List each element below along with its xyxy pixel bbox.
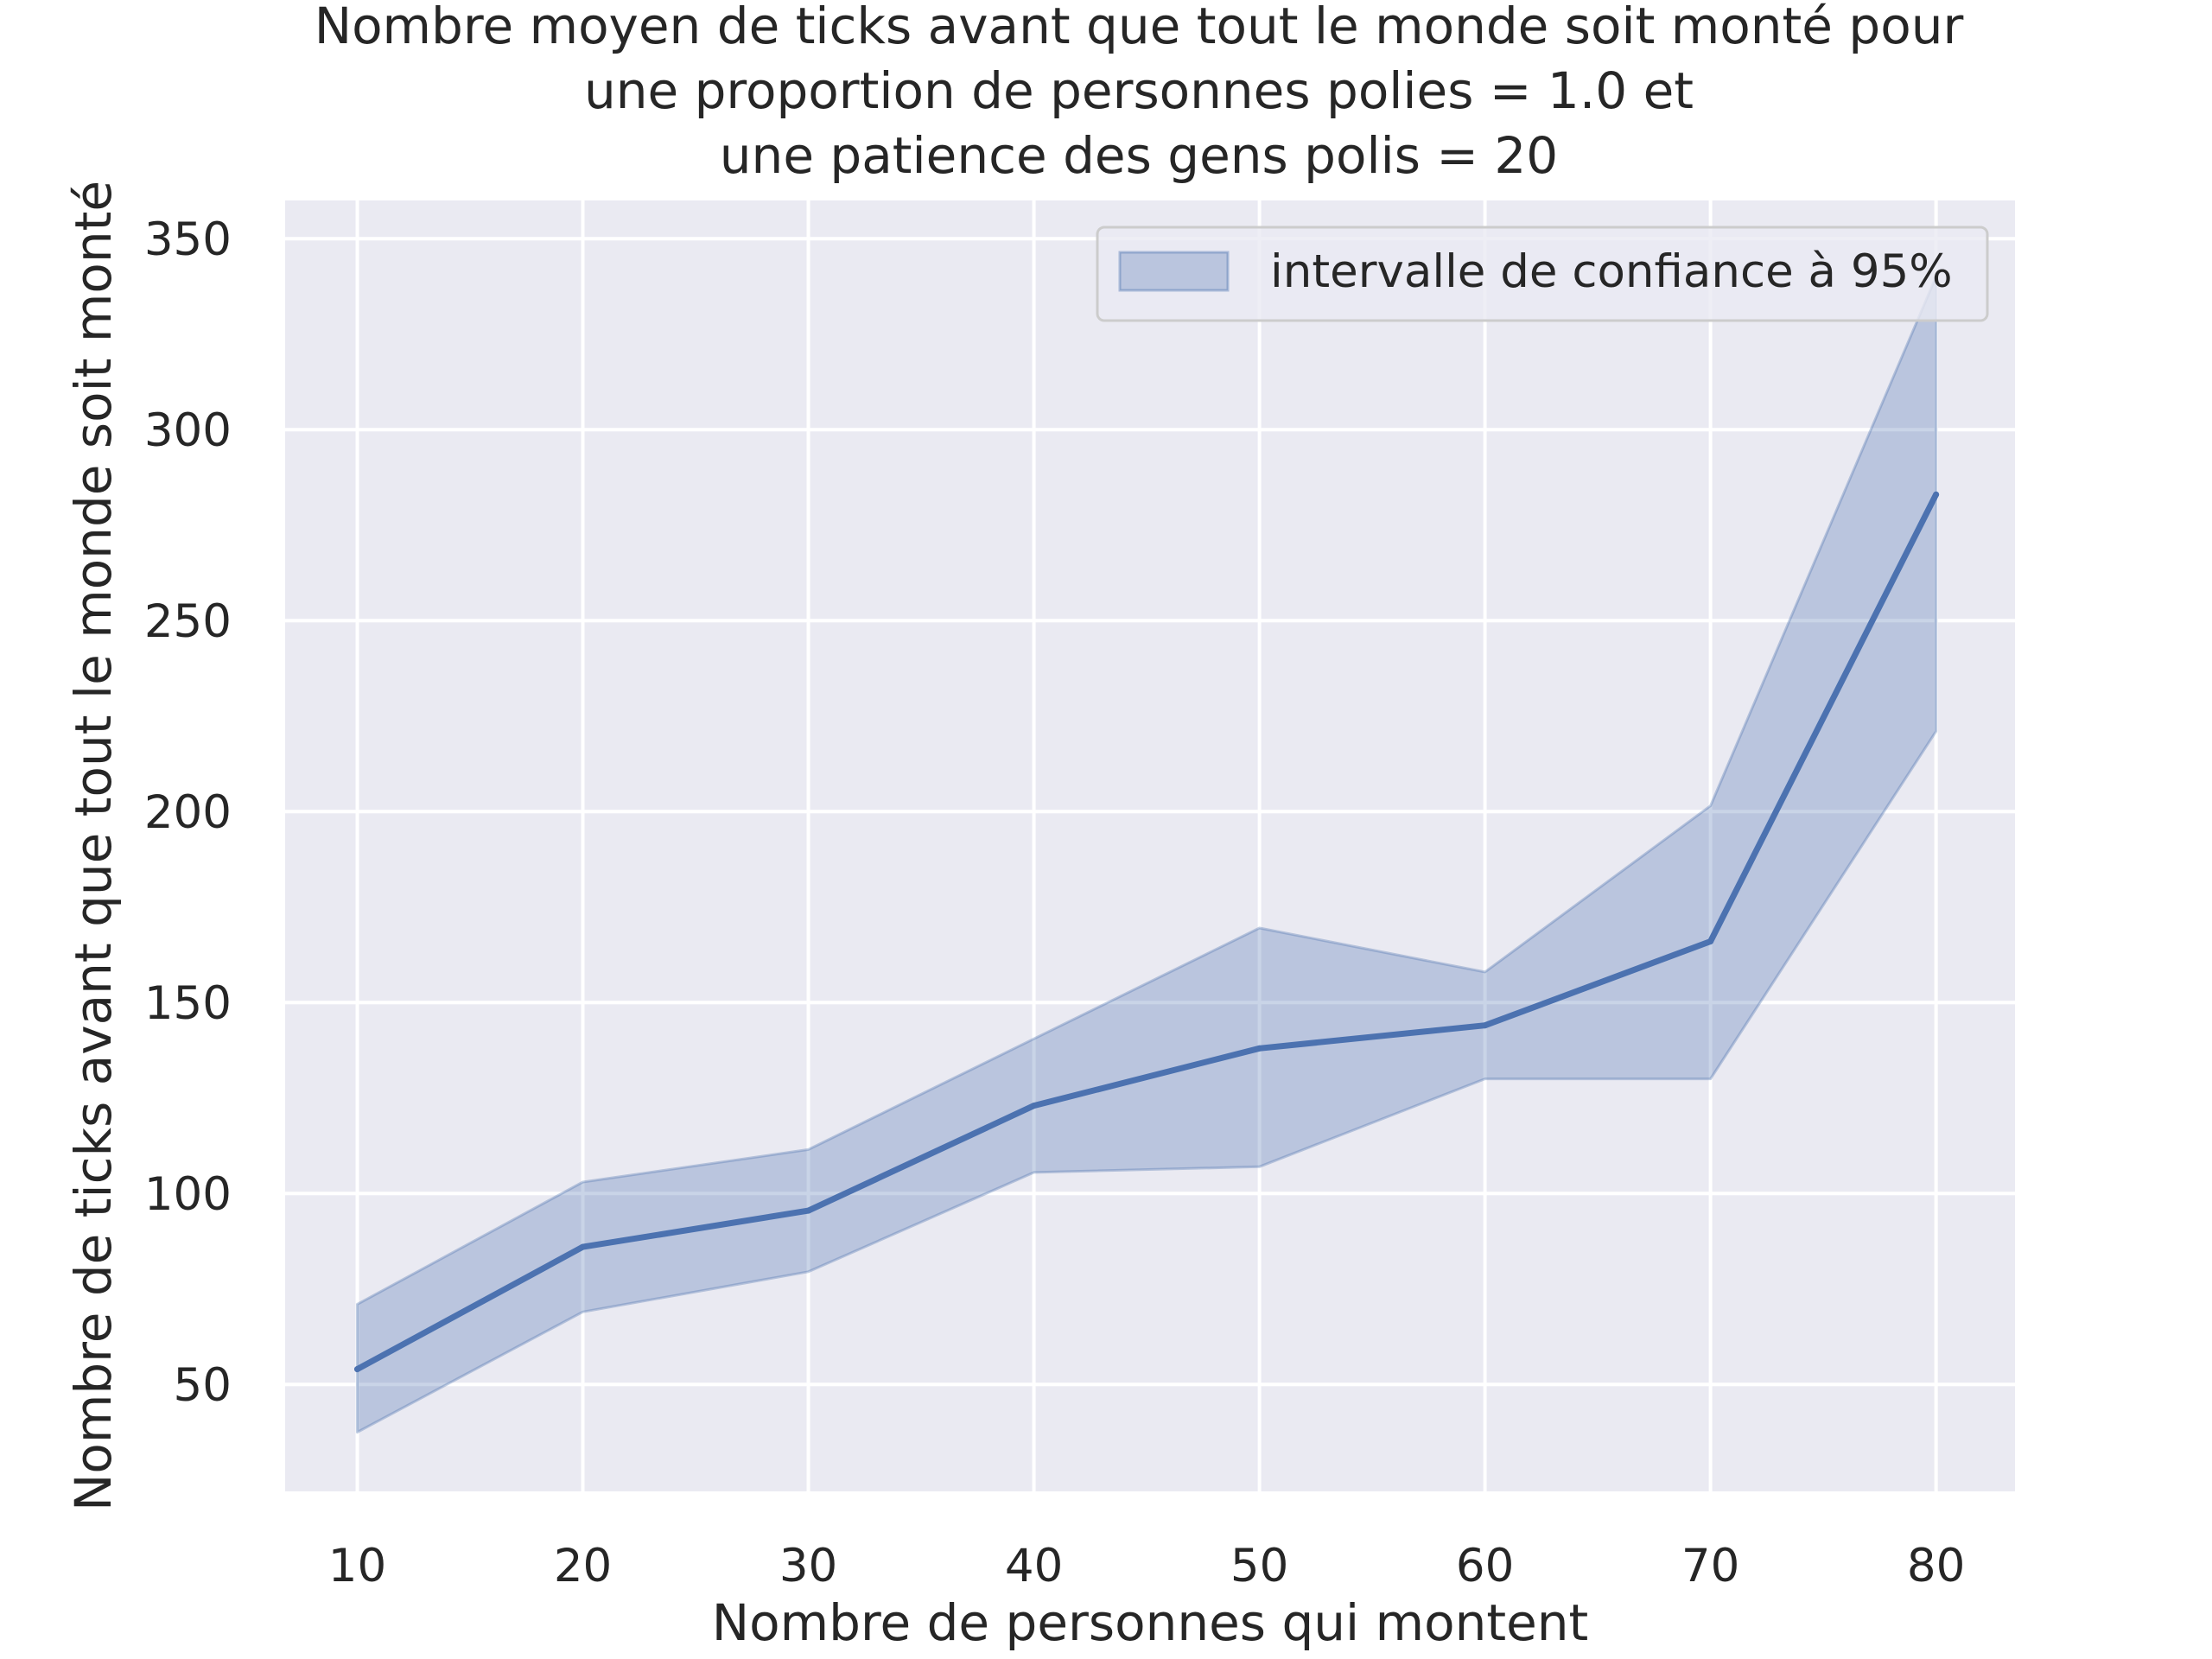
chart-title-line-1: Nombre moyen de ticks avant que tout le … [315,0,1964,55]
data-point [1031,1103,1038,1109]
chart-title-line-2: une proportion de personnes polies = 1.0… [584,61,1694,120]
x-tick-label: 70 [1681,1540,1739,1592]
data-point [354,1366,361,1373]
data-point [1933,491,1940,498]
y-axis-label: Nombre de ticks avant que tout le monde … [64,181,123,1511]
series-line [354,491,1940,1373]
y-tick-label: 150 [144,977,232,1030]
x-tick-labels: 10 20 30 40 50 60 70 80 [328,1540,1966,1592]
y-tick-label: 300 [144,404,232,457]
data-point [580,1243,587,1250]
y-tick-label: 250 [144,595,232,648]
x-tick-label: 50 [1230,1540,1288,1592]
x-tick-label: 40 [1005,1540,1063,1592]
plot-area [285,200,2015,1491]
y-tick-label: 200 [144,786,232,839]
legend-swatch [1118,251,1230,292]
data-point [1707,938,1714,945]
data-marks [354,275,1940,1433]
x-tick-label: 80 [1907,1540,1965,1592]
y-tick-labels: 50 100 150 200 250 300 350 [144,213,232,1412]
data-point [1482,1022,1489,1029]
y-tick-label: 50 [174,1359,232,1412]
data-point [1256,1045,1263,1052]
x-axis-label: Nombre de personnes qui montent [712,1593,1589,1652]
legend-label: intervalle de confiance à 95% [1270,245,1953,298]
x-tick-label: 10 [328,1540,386,1592]
legend: intervalle de confiance à 95% [1096,226,1989,322]
y-tick-label: 100 [144,1168,232,1221]
confidence-band [356,275,1938,1433]
x-tick-label: 20 [554,1540,612,1592]
legend-box [1096,226,1989,322]
x-tick-label: 60 [1456,1540,1514,1592]
data-point [805,1207,812,1214]
y-tick-label: 350 [144,213,232,266]
chart-title-line-3: une patience des gens polis = 20 [720,126,1558,185]
x-tick-label: 30 [779,1540,837,1592]
